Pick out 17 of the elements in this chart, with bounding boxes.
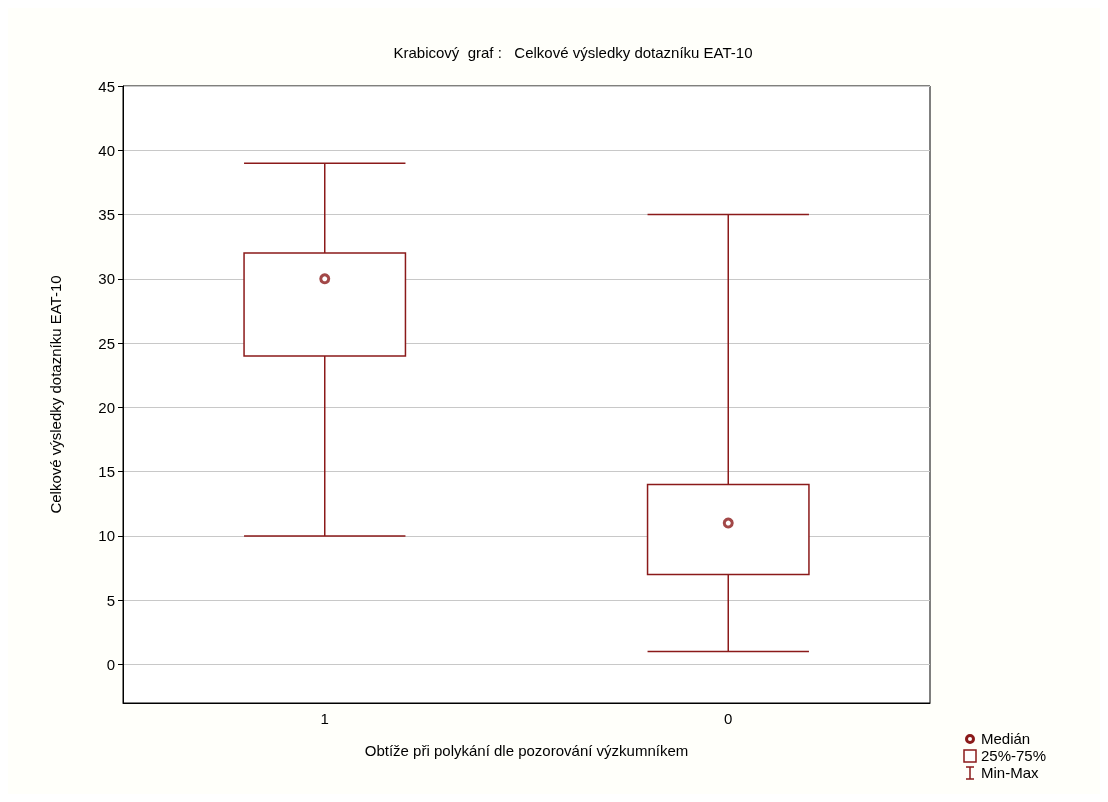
y-tick-label: 5	[106, 591, 115, 609]
y-tick-label: 25	[98, 334, 115, 352]
y-tick-label: 20	[98, 398, 115, 416]
x-axis-title: Obtíže při polykání dle pozorování výzkumníkem	[364, 742, 689, 759]
y-tick-label: 0	[106, 655, 115, 673]
y-tick-label: 45	[98, 77, 115, 95]
text: Min-Max	[981, 764, 1039, 781]
y-tick-label: 35	[98, 206, 115, 224]
legend-label: Medián	[981, 730, 1031, 747]
legend-label: 25%-75%	[981, 747, 1047, 764]
y-tick-label: 15	[98, 463, 115, 481]
y-axis-title: Celkové výsledky dotazníku EAT-10	[47, 275, 64, 514]
y-tick-label: 10	[98, 527, 115, 545]
y-tick-label: 30	[98, 270, 115, 288]
chart-title: Krabicový graf : Celkové výsledky dotazníku EAT-10	[393, 44, 753, 61]
y-tick-label: 40	[98, 141, 115, 159]
x-tick-label: 1	[320, 710, 329, 727]
